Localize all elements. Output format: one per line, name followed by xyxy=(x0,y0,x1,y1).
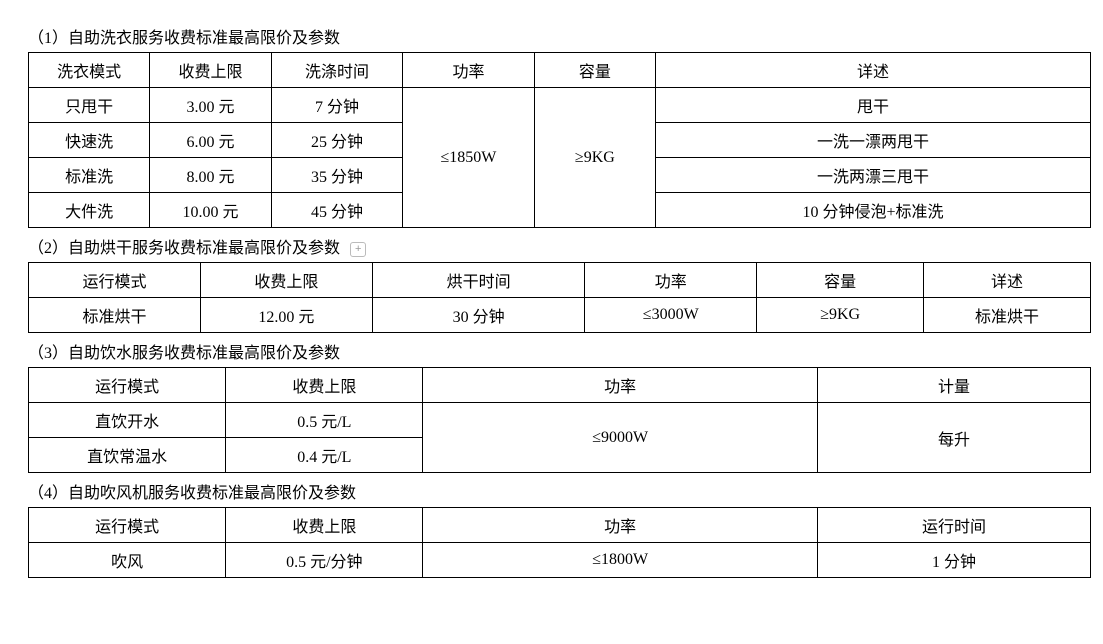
cell-power: ≤1800W xyxy=(423,543,817,578)
col-header: 计量 xyxy=(817,368,1090,403)
col-header: 洗涤时间 xyxy=(271,53,402,88)
plus-icon: + xyxy=(350,242,366,257)
table-water: 运行模式 收费上限 功率 计量 直饮开水 0.5 元/L ≤9000W 每升 直… xyxy=(28,367,1091,473)
cell-price: 10.00 元 xyxy=(150,193,271,228)
section2-title: （2）自助烘干服务收费标准最高限价及参数 + xyxy=(28,234,1091,258)
col-header: 烘干时间 xyxy=(372,263,584,298)
cell-power: ≤3000W xyxy=(585,298,757,333)
table-hairdryer: 运行模式 收费上限 功率 运行时间 吹风 0.5 元/分钟 ≤1800W 1 分… xyxy=(28,507,1091,578)
cell-mode: 直饮开水 xyxy=(29,403,226,438)
cell-price: 0.4 元/L xyxy=(226,438,423,473)
cell-measure: 每升 xyxy=(817,403,1090,473)
table-row: 运行模式 收费上限 烘干时间 功率 容量 详述 xyxy=(29,263,1091,298)
col-header: 收费上限 xyxy=(200,263,372,298)
cell-capacity: ≥9KG xyxy=(534,88,655,228)
cell-price: 0.5 元/分钟 xyxy=(226,543,423,578)
col-header: 详述 xyxy=(656,53,1091,88)
col-header: 运行模式 xyxy=(29,508,226,543)
section3-title: （3）自助饮水服务收费标准最高限价及参数 xyxy=(28,339,1091,363)
col-header: 运行模式 xyxy=(29,263,201,298)
table-laundry: 洗衣模式 收费上限 洗涤时间 功率 容量 详述 只甩干 3.00 元 7 分钟 … xyxy=(28,52,1091,228)
cell-desc: 一洗一漂两甩干 xyxy=(656,123,1091,158)
col-header: 功率 xyxy=(423,368,817,403)
col-header: 收费上限 xyxy=(226,508,423,543)
table-row: 标准烘干 12.00 元 30 分钟 ≤3000W ≥9KG 标准烘干 xyxy=(29,298,1091,333)
cell-mode: 只甩干 xyxy=(29,88,150,123)
cell-time: 25 分钟 xyxy=(271,123,402,158)
col-header: 运行时间 xyxy=(817,508,1090,543)
cell-price: 8.00 元 xyxy=(150,158,271,193)
table-row: 只甩干 3.00 元 7 分钟 ≤1850W ≥9KG 甩干 xyxy=(29,88,1091,123)
cell-mode: 吹风 xyxy=(29,543,226,578)
cell-mode: 快速洗 xyxy=(29,123,150,158)
section4-title: （4）自助吹风机服务收费标准最高限价及参数 xyxy=(28,479,1091,503)
table-dryer: 运行模式 收费上限 烘干时间 功率 容量 详述 标准烘干 12.00 元 30 … xyxy=(28,262,1091,333)
cell-desc: 一洗两漂三甩干 xyxy=(656,158,1091,193)
col-header: 功率 xyxy=(423,508,817,543)
cell-mode: 标准烘干 xyxy=(29,298,201,333)
cell-desc: 10 分钟侵泡+标准洗 xyxy=(656,193,1091,228)
cell-time: 45 分钟 xyxy=(271,193,402,228)
cell-time: 30 分钟 xyxy=(372,298,584,333)
table-row: 吹风 0.5 元/分钟 ≤1800W 1 分钟 xyxy=(29,543,1091,578)
col-header: 运行模式 xyxy=(29,368,226,403)
table-row: 洗衣模式 收费上限 洗涤时间 功率 容量 详述 xyxy=(29,53,1091,88)
section2-title-text: （2）自助烘干服务收费标准最高限价及参数 xyxy=(28,240,340,257)
cell-mode: 直饮常温水 xyxy=(29,438,226,473)
col-header: 洗衣模式 xyxy=(29,53,150,88)
table-row: 直饮开水 0.5 元/L ≤9000W 每升 xyxy=(29,403,1091,438)
cell-capacity: ≥9KG xyxy=(757,298,924,333)
cell-desc: 标准烘干 xyxy=(924,298,1091,333)
col-header: 功率 xyxy=(403,53,534,88)
cell-desc: 甩干 xyxy=(656,88,1091,123)
col-header: 容量 xyxy=(757,263,924,298)
cell-time: 1 分钟 xyxy=(817,543,1090,578)
cell-mode: 标准洗 xyxy=(29,158,150,193)
col-header: 收费上限 xyxy=(226,368,423,403)
col-header: 功率 xyxy=(585,263,757,298)
col-header: 收费上限 xyxy=(150,53,271,88)
cell-power: ≤9000W xyxy=(423,403,817,473)
table-row: 运行模式 收费上限 功率 运行时间 xyxy=(29,508,1091,543)
cell-mode: 大件洗 xyxy=(29,193,150,228)
cell-price: 6.00 元 xyxy=(150,123,271,158)
table-row: 运行模式 收费上限 功率 计量 xyxy=(29,368,1091,403)
col-header: 容量 xyxy=(534,53,655,88)
cell-power: ≤1850W xyxy=(403,88,534,228)
col-header: 详述 xyxy=(924,263,1091,298)
cell-price: 12.00 元 xyxy=(200,298,372,333)
section1-title: （1）自助洗衣服务收费标准最高限价及参数 xyxy=(28,24,1091,48)
cell-price: 0.5 元/L xyxy=(226,403,423,438)
cell-price: 3.00 元 xyxy=(150,88,271,123)
cell-time: 35 分钟 xyxy=(271,158,402,193)
cell-time: 7 分钟 xyxy=(271,88,402,123)
